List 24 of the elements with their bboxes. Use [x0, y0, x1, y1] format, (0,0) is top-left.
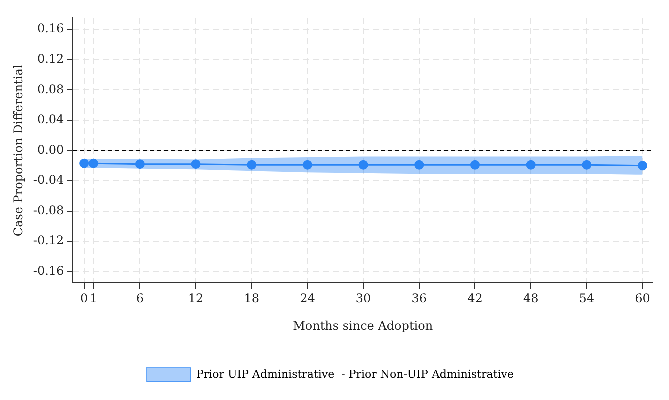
- x-tick-label: 60: [635, 292, 650, 306]
- y-tick-label: -0.04: [33, 173, 65, 188]
- y-tick-label: -0.16: [33, 264, 64, 278]
- x-tick-label: 0: [80, 292, 88, 306]
- y-tick-label: 0.04: [37, 112, 65, 127]
- y-tick-label: -0.08: [33, 203, 64, 218]
- x-tick-label: 1: [90, 292, 98, 306]
- x-tick-label: 36: [412, 292, 428, 306]
- x-tick-label: 18: [244, 292, 260, 306]
- y-tick-label: 0.00: [37, 142, 64, 157]
- y-tick-label: 0.12: [37, 52, 64, 66]
- y-axis-title: Case Proportion Differential: [11, 64, 26, 237]
- x-axis-title: Months since Adoption: [293, 318, 434, 333]
- x-tick-label: 24: [300, 292, 316, 306]
- x-tick-label: 54: [579, 292, 595, 306]
- y-tick-label: 0.08: [37, 82, 64, 96]
- x-tick-label: 48: [523, 292, 539, 306]
- y-tick-label: -0.12: [33, 234, 64, 248]
- x-tick-label: 6: [136, 292, 144, 306]
- y-tick-label: 0.16: [37, 22, 64, 36]
- x-tick-label: 42: [468, 292, 483, 306]
- x-tick-label: 30: [356, 292, 372, 306]
- legend-label: Prior UIP Administrative - Prior Non-UIP Administrative: [196, 368, 514, 381]
- x-tick-label: 12: [188, 292, 204, 306]
